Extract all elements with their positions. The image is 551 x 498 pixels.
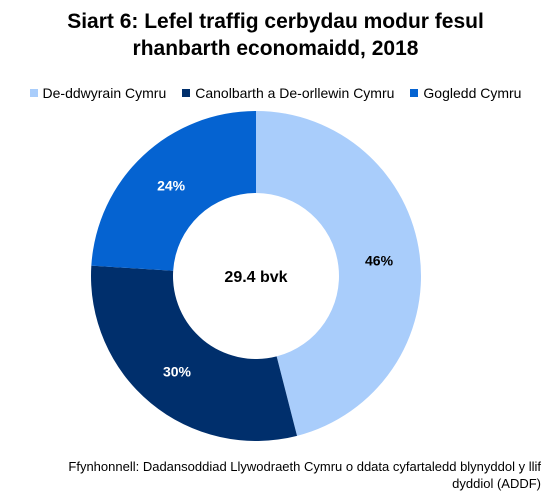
legend-swatch-canolbarth-a-de-orllewin-cymru — [182, 89, 191, 97]
chart-title-line-2: rhanbarth economaidd, 2018 — [132, 37, 419, 60]
chart-legend: De-ddwyrain Cymru Canolbarth a De-orllew… — [0, 85, 551, 101]
data-label-canolbarth-a-de-orllewin-cymru: 30% — [163, 364, 192, 380]
source-line-2: dyddiol (ADDF) — [452, 476, 541, 491]
legend-label-canolbarth-a-de-orllewin-cymru: Canolbarth a De-orllewin Cymru — [195, 85, 395, 101]
chart-title: Siart 6: Lefel traffig cerbydau modur fe… — [0, 8, 551, 62]
slice-de-ddwyrain-cymru — [256, 111, 422, 436]
legend-item-gogledd-cymru: Gogledd Cymru — [410, 85, 521, 101]
data-label-de-ddwyrain-cymru: 46% — [365, 252, 394, 268]
slice-canolbarth-a-de-orllewin-cymru — [91, 265, 298, 441]
chart-title-line-1: Siart 6: Lefel traffig cerbydau modur fe… — [67, 10, 484, 33]
donut-center-label: 29.4 bvk — [224, 269, 287, 286]
legend-item-canolbarth-a-de-orllewin-cymru: Canolbarth a De-orllewin Cymru — [182, 85, 394, 101]
legend-label-gogledd-cymru: Gogledd Cymru — [423, 85, 522, 101]
legend-label-de-ddwyrain-cymru: De-ddwyrain Cymru — [42, 85, 167, 101]
legend-swatch-de-ddwyrain-cymru — [29, 89, 38, 97]
legend-item-de-ddwyrain-cymru: De-ddwyrain Cymru — [29, 85, 167, 101]
slice-gogledd-cymru — [91, 110, 256, 271]
source-line-1: Ffynhonnell: Dadansoddiad Llywodraeth Cy… — [68, 459, 541, 474]
legend-swatch-gogledd-cymru — [410, 89, 419, 97]
source-note: Ffynhonnell: Dadansoddiad Llywodraeth Cy… — [10, 458, 541, 492]
data-label-gogledd-cymru: 24% — [157, 178, 186, 194]
